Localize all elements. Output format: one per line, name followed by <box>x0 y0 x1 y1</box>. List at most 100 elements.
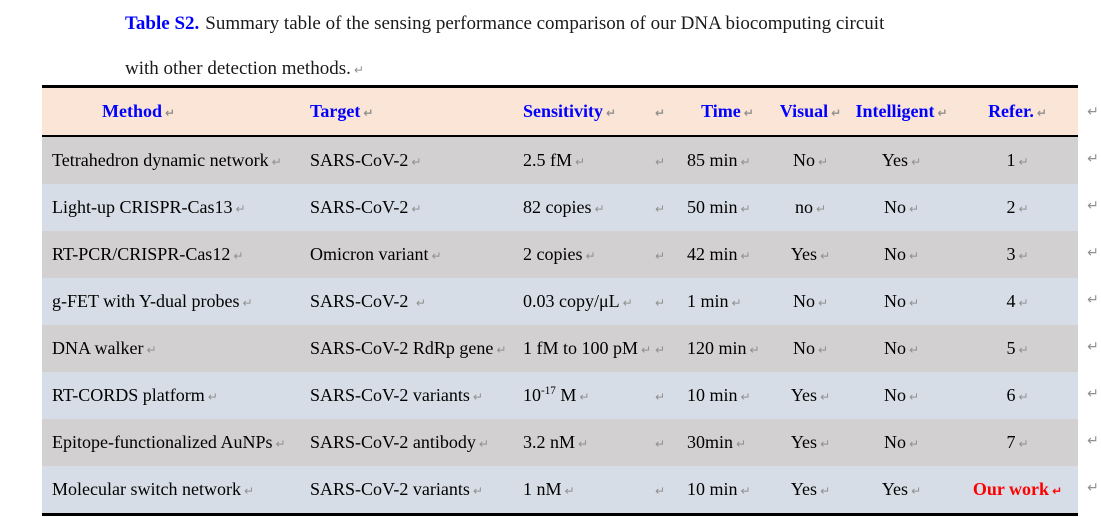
cell-return-mark-icon: ↵ <box>415 296 426 310</box>
cell-text: SARS-CoV-2 <box>310 197 409 217</box>
cell-return-mark-icon: ↵ <box>731 296 742 310</box>
caption-line1: Summary table of the sensing performance… <box>205 13 885 34</box>
cell-text: Yes <box>881 479 909 499</box>
cell-method: Light-up CRISPR-Cas13 ↵ <box>42 197 305 218</box>
cell-text: 85 min <box>687 150 738 170</box>
cell-return-mark-icon: ↵ <box>585 249 596 263</box>
cell-text: 1 min <box>687 291 729 311</box>
cell-text: 4 <box>1006 291 1016 311</box>
end-of-row-mark-icon: ↵ <box>1087 432 1099 449</box>
cell-sensitivity: 82 copies ↵ <box>517 197 637 218</box>
cell-text: 30min <box>687 432 734 452</box>
end-of-row-marks: ↵ ↵ ↵ ↵ ↵ ↵ ↵ ↵ ↵ <box>1082 85 1101 516</box>
cell-text: Omicron variant <box>310 244 429 264</box>
cell-return-mark-icon: ↵ <box>478 437 489 451</box>
table-area: Method ↵ Target ↵ Sensitivity ↵ ↵ Time ↵ Visual ↵ I… <box>42 85 1101 516</box>
cell-refer: 4 ↵ <box>957 291 1078 312</box>
cell-return-mark-icon: ↵ <box>606 106 617 120</box>
cell-text: No <box>883 197 906 217</box>
cell-return-mark-icon: ↵ <box>271 155 282 169</box>
cell-return-mark-icon: ↵ <box>575 155 586 169</box>
cell-method: Epitope-functionalized AuNPs ↵ <box>42 432 305 453</box>
cell-return-mark-icon: ↵ <box>1018 437 1029 451</box>
cell-return-mark-icon: ↵ <box>243 484 255 498</box>
cell-method: Tetrahedron dynamic network ↵ <box>42 150 305 171</box>
header-cell-refer: Refer. ↵ <box>957 101 1078 122</box>
cell-method: RT-CORDS platform ↵ <box>42 385 305 406</box>
cell-visual: No ↵ <box>775 150 846 171</box>
cell-return-mark-icon: ↵ <box>740 390 751 404</box>
cell-return-mark-icon: ↵ <box>749 343 760 357</box>
cell-text: 82 copies <box>523 197 592 217</box>
cell-text: 1 <box>1006 150 1016 170</box>
cell-blank: ↵ <box>637 479 680 500</box>
cell-return-mark-icon: ↵ <box>1052 484 1063 498</box>
cell-time: 1 min ↵ <box>680 291 775 312</box>
summary-table: Method ↵ Target ↵ Sensitivity ↵ ↵ Time ↵ Visual ↵ I… <box>42 85 1078 516</box>
cell-text: No <box>883 385 906 405</box>
cell-visual: Yes ↵ <box>775 244 846 265</box>
cell-target: SARS-CoV-2 ↵ <box>305 291 517 312</box>
cell-return-mark-icon: ↵ <box>1018 343 1029 357</box>
caption-line2: with other detection methods. <box>125 58 351 79</box>
header-label: Time <box>701 101 741 121</box>
cell-return-mark-icon: ↵ <box>1036 106 1047 120</box>
cell-return-mark-icon: ↵ <box>242 296 253 310</box>
cell-return-mark-icon: ↵ <box>622 296 633 310</box>
header-label: Sensitivity <box>523 101 604 121</box>
cell-text: 10 <box>523 385 541 405</box>
cell-return-mark-icon: ↵ <box>908 437 920 451</box>
cell-return-mark-icon: ↵ <box>654 296 666 310</box>
header-label: Visual <box>779 101 829 121</box>
cell-return-mark-icon: ↵ <box>431 249 442 263</box>
cell-return-mark-icon: ↵ <box>908 390 920 404</box>
cell-text: No <box>792 291 815 311</box>
cell-intelligent: No ↵ <box>846 338 957 359</box>
cell-text: M <box>555 385 577 405</box>
cell-target: SARS-CoV-2 ↵ <box>305 150 517 171</box>
cell-return-mark-icon: ↵ <box>1018 249 1029 263</box>
cell-text: No <box>883 432 906 452</box>
end-of-row-mark-icon: ↵ <box>1087 479 1099 496</box>
cell-return-mark-icon: ↵ <box>654 202 666 216</box>
cell-text: 5 <box>1006 338 1016 358</box>
cell-text: 1 nM <box>523 479 562 499</box>
cell-return-mark-icon: ↵ <box>654 390 666 404</box>
end-of-row-mark-icon: ↵ <box>1087 338 1099 355</box>
end-of-row-mark-icon: ↵ <box>1087 244 1099 261</box>
table-row: Light-up CRISPR-Cas13 ↵ SARS-CoV-2 ↵ 82 copi… <box>42 184 1078 231</box>
cell-text: 0.03 copy/μL <box>523 291 620 311</box>
cell-text: Light-up CRISPR-Cas13 <box>52 197 233 217</box>
cell-text: 3.2 nM <box>523 432 576 452</box>
cell-text: No <box>792 338 815 358</box>
cell-return-mark-icon: ↵ <box>411 155 422 169</box>
header-cell-blank: ↵ <box>637 101 680 122</box>
cell-sensitivity: 0.03 copy/μL ↵ <box>517 291 637 312</box>
cell-target: SARS-CoV-2 variants ↵ <box>305 385 517 406</box>
cell-time: 30min ↵ <box>680 432 775 453</box>
header-cell-sensitivity: Sensitivity ↵ <box>517 101 637 122</box>
cell-return-mark-icon: ↵ <box>820 249 831 263</box>
cell-text: 1 fM to 100 pM <box>523 338 639 358</box>
cell-blank: ↵ <box>637 244 680 265</box>
end-of-row-mark-icon: ↵ <box>1087 385 1099 402</box>
cell-refer: 2 ↵ <box>957 197 1078 218</box>
cell-return-mark-icon: ↵ <box>911 155 922 169</box>
cell-return-mark-icon: ↵ <box>235 202 246 216</box>
cell-method: g-FET with Y-dual probes ↵ <box>42 291 305 312</box>
cell-return-mark-icon: ↵ <box>654 155 666 169</box>
cell-text: g-FET with Y-dual probes <box>52 291 240 311</box>
cell-visual: Yes ↵ <box>775 479 846 500</box>
end-of-row-mark-icon: ↵ <box>1087 291 1099 308</box>
cell-text: No <box>883 244 906 264</box>
cell-return-mark-icon: ↵ <box>908 343 920 357</box>
cell-return-mark-icon: ↵ <box>207 390 218 404</box>
cell-intelligent: Yes ↵ <box>846 150 957 171</box>
cell-text: 10-17 M <box>523 385 576 405</box>
cell-blank: ↵ <box>637 432 680 453</box>
header-cell-visual: Visual ↵ <box>775 101 846 122</box>
cell-refer: Our work ↵ <box>957 479 1078 500</box>
cell-visual: No ↵ <box>775 291 846 312</box>
table-row: Epitope-functionalized AuNPs ↵ SARS-CoV-2 … <box>42 419 1078 466</box>
cell-return-mark-icon: ↵ <box>908 296 920 310</box>
